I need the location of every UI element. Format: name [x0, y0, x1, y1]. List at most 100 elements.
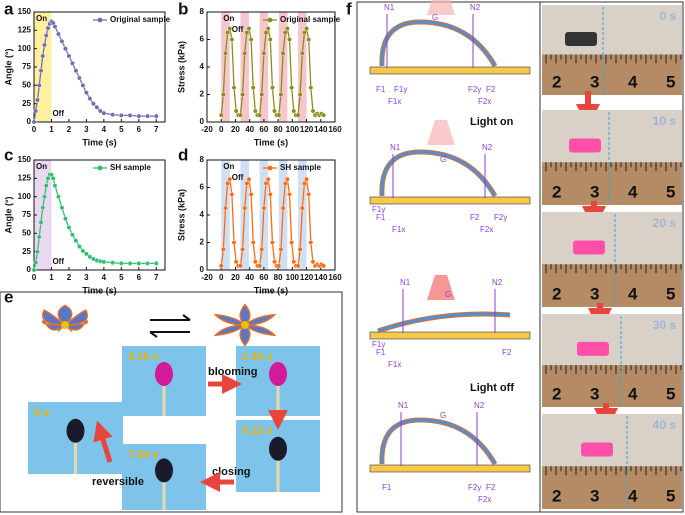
data-point — [295, 112, 301, 118]
x-tick-label: 3 — [84, 273, 89, 282]
data-point — [225, 30, 231, 36]
data-point — [63, 216, 68, 222]
x-tick-label: 140 — [314, 273, 328, 282]
data-point — [289, 240, 295, 245]
flower-center — [61, 321, 69, 329]
force-label: F2 — [502, 348, 512, 357]
sample — [569, 138, 601, 153]
sample — [565, 32, 597, 46]
x-tick-label: 5 — [119, 273, 124, 282]
x-axis-label: Time (s) — [254, 137, 288, 147]
data-point — [229, 191, 235, 197]
panel-label: a — [4, 0, 14, 18]
data-point — [263, 180, 269, 186]
ruler-number: 3 — [590, 284, 599, 303]
ground — [369, 66, 531, 75]
data-point — [127, 260, 133, 266]
ground — [369, 331, 531, 340]
sample — [581, 442, 613, 457]
data-point — [282, 30, 288, 36]
data-point — [270, 240, 275, 245]
y-axis-label: Stress (kPa) — [176, 41, 186, 93]
ruler-number: 4 — [628, 72, 638, 91]
y-tick-label: 2 — [200, 238, 205, 247]
y-tick-label: 6 — [200, 183, 205, 192]
data-point — [136, 260, 142, 266]
ruler-number: 3 — [590, 384, 599, 403]
x-tick-label: 20 — [231, 273, 240, 282]
force-label: F2y — [494, 213, 507, 222]
force-label: G — [445, 290, 451, 299]
petal — [213, 313, 248, 326]
data-point — [278, 246, 284, 252]
data-point — [233, 259, 239, 265]
shaded-band — [221, 12, 230, 122]
legend-marker — [267, 17, 273, 23]
ruler-number: 2 — [552, 284, 561, 303]
x-tick-label: 2 — [67, 125, 72, 134]
x-tick-label: 1 — [49, 273, 54, 282]
y-axis-label: Angle (°) — [3, 48, 13, 85]
data-point — [118, 113, 124, 118]
data-point — [291, 108, 297, 114]
bud — [269, 436, 287, 461]
beam-inner — [380, 418, 497, 465]
data-point — [50, 175, 56, 181]
data-point — [227, 176, 233, 182]
x-tick-label: 0 — [32, 273, 37, 282]
data-point — [110, 112, 116, 118]
annotation: On — [223, 14, 234, 23]
sample — [577, 341, 609, 356]
y-axis-label: Stress (kPa) — [176, 189, 186, 241]
force-label: N1 — [384, 3, 395, 12]
data-point — [220, 246, 226, 252]
photo-time: 10 s — [653, 114, 677, 128]
x-tick-label: 2 — [67, 273, 72, 282]
data-point — [87, 96, 93, 101]
petal — [42, 309, 68, 326]
y-tick-label: 25 — [22, 99, 31, 108]
data-point — [306, 37, 312, 42]
y-tick-label: 50 — [22, 80, 31, 89]
data-point — [308, 240, 314, 245]
y-tick-label: 8 — [200, 7, 205, 16]
y-tick-label: 0 — [27, 117, 32, 126]
legend-label: SH sample — [280, 163, 321, 172]
ruler-number: 2 — [552, 72, 561, 91]
step-label: blooming — [208, 366, 258, 378]
data-point — [145, 260, 150, 266]
panel-f-frame — [356, 1, 684, 513]
data-point — [257, 263, 263, 269]
data-point — [52, 24, 58, 30]
y-tick-label: 0 — [27, 265, 32, 274]
legend-marker — [267, 165, 273, 171]
x-tick-label: -20 — [201, 125, 213, 134]
data-point — [310, 108, 316, 114]
swap-arrow — [149, 331, 190, 338]
y-tick-label: 4 — [200, 210, 205, 219]
panel-e-frame — [0, 291, 343, 513]
data-point — [77, 75, 82, 81]
data-point — [267, 191, 273, 197]
x-tick-label: 4 — [102, 125, 107, 134]
legend-marker — [97, 17, 103, 23]
petal — [239, 323, 251, 347]
x-tick-label: 7 — [154, 125, 159, 134]
data-point — [225, 180, 231, 186]
force-label: N2 — [470, 3, 481, 12]
data-point — [229, 37, 235, 42]
data-point — [59, 205, 65, 211]
series-line — [33, 174, 157, 271]
x-axis-label: Time (s) — [82, 285, 116, 295]
x-tick-label: 0 — [219, 125, 224, 134]
data-point — [261, 50, 267, 56]
data-point — [282, 180, 288, 186]
ruler — [542, 466, 682, 509]
data-point — [242, 205, 248, 211]
photo-time: 7.84 s — [128, 449, 159, 461]
legend-label: SH sample — [110, 163, 151, 172]
force-label: F1x — [392, 225, 405, 234]
data-point — [31, 267, 37, 273]
data-point — [136, 113, 142, 119]
